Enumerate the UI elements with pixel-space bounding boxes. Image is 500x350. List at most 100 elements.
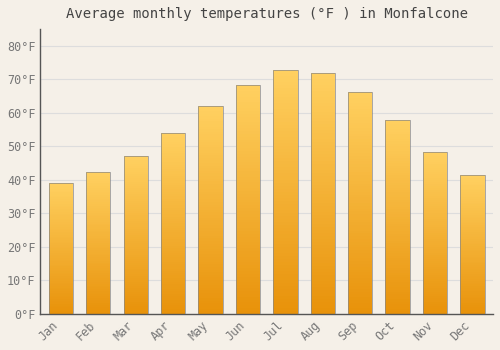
Bar (236, 120, 260, 122)
Bar (310, 91, 335, 95)
Bar (198, 233, 222, 236)
Bar (124, 253, 148, 255)
Bar (386, 141, 410, 144)
Bar (124, 241, 148, 243)
Bar (198, 168, 222, 171)
Bar (124, 290, 148, 292)
Bar (423, 166, 447, 168)
Bar (236, 134, 260, 137)
Bar (198, 262, 222, 265)
Bar (198, 238, 222, 241)
Bar (310, 139, 335, 142)
Bar (236, 277, 260, 280)
Bar (348, 308, 372, 311)
Bar (423, 249, 447, 251)
Bar (348, 264, 372, 267)
Bar (161, 133, 186, 314)
Bar (460, 262, 484, 264)
Bar (310, 184, 335, 188)
Bar (48, 248, 73, 250)
Bar (423, 152, 447, 314)
Bar (386, 263, 410, 265)
Bar (273, 284, 297, 286)
Bar (423, 267, 447, 269)
Bar (348, 142, 372, 145)
Bar (423, 164, 447, 166)
Bar (124, 156, 148, 314)
Bar (273, 82, 297, 85)
Bar (124, 221, 148, 223)
Bar (460, 284, 484, 286)
Bar (310, 73, 335, 76)
Bar (198, 178, 222, 181)
Bar (48, 245, 73, 246)
Bar (273, 265, 297, 268)
Bar (310, 290, 335, 293)
Bar (236, 91, 260, 94)
Bar (48, 196, 73, 197)
Bar (86, 300, 110, 301)
Title: Average monthly temperatures (°F ) in Monfalcone: Average monthly temperatures (°F ) in Mo… (66, 7, 468, 21)
Bar (86, 241, 110, 243)
Bar (124, 274, 148, 277)
Bar (310, 100, 335, 103)
Bar (48, 281, 73, 283)
Bar (161, 300, 186, 303)
Bar (48, 217, 73, 219)
Bar (348, 156, 372, 159)
Bar (48, 227, 73, 229)
Bar (236, 85, 260, 314)
Bar (273, 164, 297, 167)
Bar (161, 176, 186, 178)
Bar (236, 205, 260, 208)
Bar (348, 167, 372, 170)
Bar (86, 206, 110, 208)
Bar (348, 122, 372, 125)
Bar (273, 91, 297, 94)
Bar (423, 288, 447, 289)
Bar (198, 158, 222, 160)
Bar (86, 177, 110, 179)
Bar (386, 120, 410, 122)
Bar (273, 305, 297, 308)
Bar (124, 292, 148, 294)
Bar (460, 288, 484, 289)
Bar (460, 307, 484, 309)
Bar (161, 294, 186, 296)
Bar (273, 121, 297, 125)
Bar (460, 271, 484, 272)
Bar (348, 311, 372, 314)
Bar (198, 228, 222, 231)
Bar (386, 299, 410, 302)
Bar (460, 189, 484, 190)
Bar (423, 286, 447, 288)
Bar (86, 312, 110, 314)
Bar (48, 197, 73, 199)
Bar (386, 302, 410, 304)
Bar (348, 217, 372, 219)
Bar (386, 275, 410, 278)
Bar (423, 210, 447, 212)
Bar (161, 248, 186, 251)
Bar (198, 160, 222, 163)
Bar (348, 159, 372, 161)
Bar (48, 222, 73, 224)
Bar (48, 312, 73, 314)
Bar (386, 129, 410, 132)
Bar (460, 178, 484, 180)
Bar (236, 251, 260, 254)
Bar (236, 177, 260, 180)
Bar (161, 228, 186, 230)
Bar (348, 222, 372, 225)
Bar (348, 186, 372, 189)
Bar (460, 211, 484, 213)
Bar (48, 207, 73, 209)
Bar (161, 194, 186, 196)
Bar (423, 257, 447, 259)
Bar (310, 152, 335, 154)
Bar (460, 217, 484, 218)
Bar (273, 201, 297, 204)
Bar (386, 188, 410, 190)
Bar (124, 160, 148, 162)
Bar (348, 275, 372, 278)
